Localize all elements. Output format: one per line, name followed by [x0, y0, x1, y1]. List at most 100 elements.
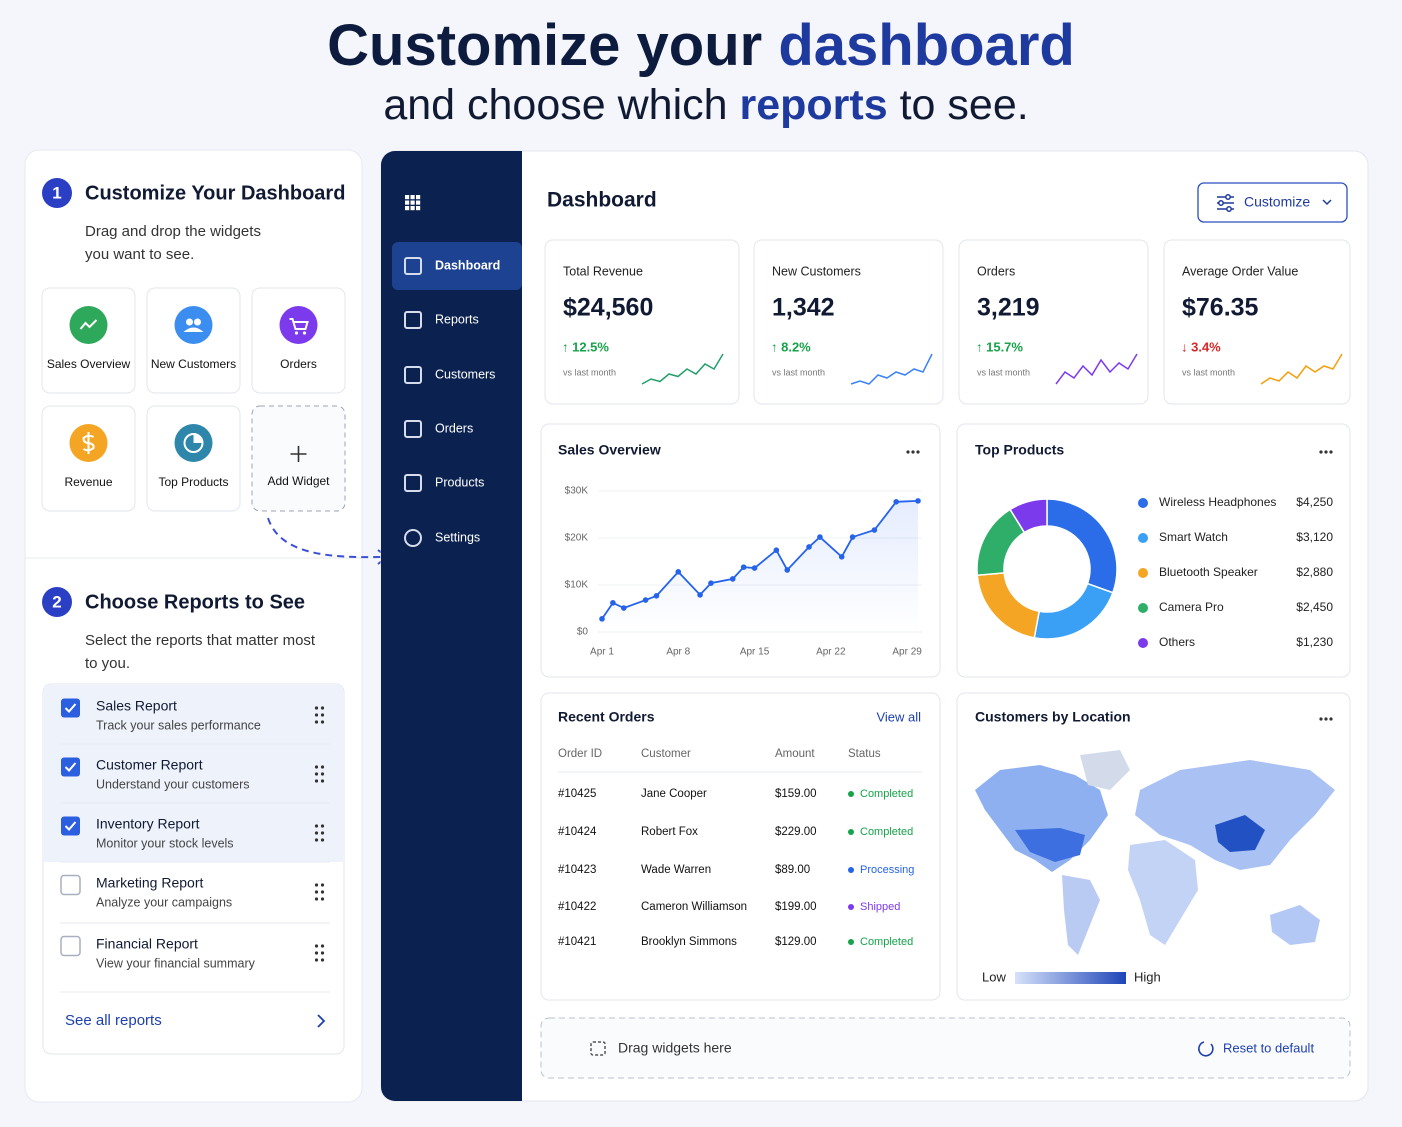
sales-point [893, 499, 900, 505]
order-cell: Robert Fox [641, 826, 698, 838]
report-description: Monitor your stock levels [96, 836, 234, 850]
line-area [602, 500, 918, 632]
drag-handle [314, 831, 319, 835]
step-number: 2 [52, 592, 61, 611]
map-greenland [1080, 750, 1130, 790]
order-cell: $89.00 [775, 864, 810, 876]
drag-handle [314, 890, 319, 894]
nav-icon [404, 311, 422, 329]
kpi-change: ↑ 8.2% [771, 339, 811, 354]
order-cell: Brooklyn Simmons [641, 936, 737, 948]
legend-value: $3,120 [1296, 530, 1333, 544]
apps-icon [405, 206, 410, 211]
plus-icon [290, 446, 307, 462]
kpi-change: ↑ 15.7% [976, 339, 1023, 354]
nav-icon [404, 529, 422, 547]
nav-icon [404, 257, 422, 275]
sliders-knob [1225, 194, 1231, 200]
report-description: Analyze your campaigns [96, 895, 232, 909]
drag-handle [320, 765, 325, 769]
view-all-link[interactable]: View all [876, 709, 921, 724]
kpi-note: vs last month [977, 367, 1030, 377]
order-cell: #10424 [558, 826, 597, 838]
checkbox[interactable] [61, 698, 80, 718]
checkbox[interactable] [60, 874, 81, 896]
step-description: Drag and drop the widgets [85, 223, 261, 240]
sales-point [708, 580, 714, 586]
sales-point [773, 547, 780, 554]
kpi-card [544, 239, 740, 405]
apps-icon [410, 195, 415, 200]
sales-point [729, 576, 736, 582]
nav-item[interactable]: Dashboard [435, 258, 500, 272]
order-cell: $159.00 [775, 788, 817, 800]
add-widget-label: Add Widget [267, 474, 330, 488]
reset-icon [1198, 1041, 1214, 1057]
nav-item[interactable]: Reports [435, 312, 479, 326]
order-cell: #10421 [558, 936, 596, 948]
order-cell: Wade Warren [641, 864, 711, 876]
widget-icon [79, 319, 98, 330]
map-eurasia [1135, 760, 1335, 870]
order-status: Completed [860, 788, 913, 800]
report-row-bg [44, 744, 343, 803]
see-all-link[interactable]: See all reports [65, 1012, 162, 1029]
drop-zone[interactable] [540, 1017, 1351, 1079]
kpi-change: ↓ 3.4% [1181, 339, 1221, 354]
drag-handle [320, 772, 325, 776]
widget-label: Revenue [64, 475, 112, 489]
order-status: Completed [860, 936, 913, 948]
checkbox[interactable] [60, 935, 81, 957]
order-status: Completed [860, 826, 913, 838]
report-description: Understand your customers [96, 777, 250, 791]
card-menu [1319, 717, 1323, 721]
kpi-value: $24,560 [563, 294, 653, 322]
kpi-change: ↑ 12.5% [562, 339, 609, 354]
heat-legend-bar [1015, 972, 1126, 984]
widget-icon [294, 331, 299, 335]
column-header: Customer [641, 748, 691, 760]
kpi-value: 3,219 [977, 294, 1040, 322]
checkbox[interactable] [61, 816, 80, 836]
card-title: Recent Orders [558, 709, 655, 725]
report-description: View your financial summary [96, 956, 256, 970]
checkbox[interactable] [61, 757, 80, 777]
legend-label: Camera Pro [1159, 600, 1224, 614]
reset-link[interactable]: Reset to default [1223, 1040, 1314, 1055]
step-badge [42, 587, 72, 617]
legend-value: $2,450 [1296, 600, 1333, 614]
customize-button[interactable] [1197, 182, 1348, 223]
sales-point [740, 564, 747, 570]
map-south-america [1062, 875, 1100, 955]
drag-handle [314, 958, 319, 962]
report-name: Marketing Report [96, 875, 203, 891]
kpi-note: vs last month [772, 367, 825, 377]
sales-point [599, 616, 605, 622]
widget-icon [183, 327, 204, 332]
kpi-note: vs last month [1182, 367, 1235, 377]
nav-item[interactable]: Customers [435, 367, 495, 381]
nav-item[interactable]: Orders [435, 421, 473, 435]
x-tick-label: Apr 15 [740, 647, 770, 658]
y-tick-label: $10K [565, 580, 589, 591]
report-name: Financial Report [96, 936, 198, 952]
nav-item[interactable]: Settings [435, 530, 480, 544]
nav-item[interactable]: Products [435, 475, 484, 489]
status-dot [848, 939, 854, 945]
apps-icon [410, 206, 415, 211]
legend-dot [1138, 568, 1148, 578]
apps-icon [416, 200, 421, 205]
legend-label: Others [1159, 635, 1195, 649]
y-tick-label: $30K [565, 486, 589, 497]
map-africa [1128, 840, 1198, 945]
kpi-sparkline [850, 353, 933, 385]
subheadline-start: and choose which [383, 81, 739, 129]
sales-point [642, 597, 649, 603]
donut-segment [1009, 498, 1048, 534]
report-name: Sales Report [96, 698, 177, 714]
card [540, 692, 941, 1001]
drag-handle [320, 706, 325, 710]
drag-handle [320, 944, 325, 948]
legend-dot [1138, 498, 1148, 508]
